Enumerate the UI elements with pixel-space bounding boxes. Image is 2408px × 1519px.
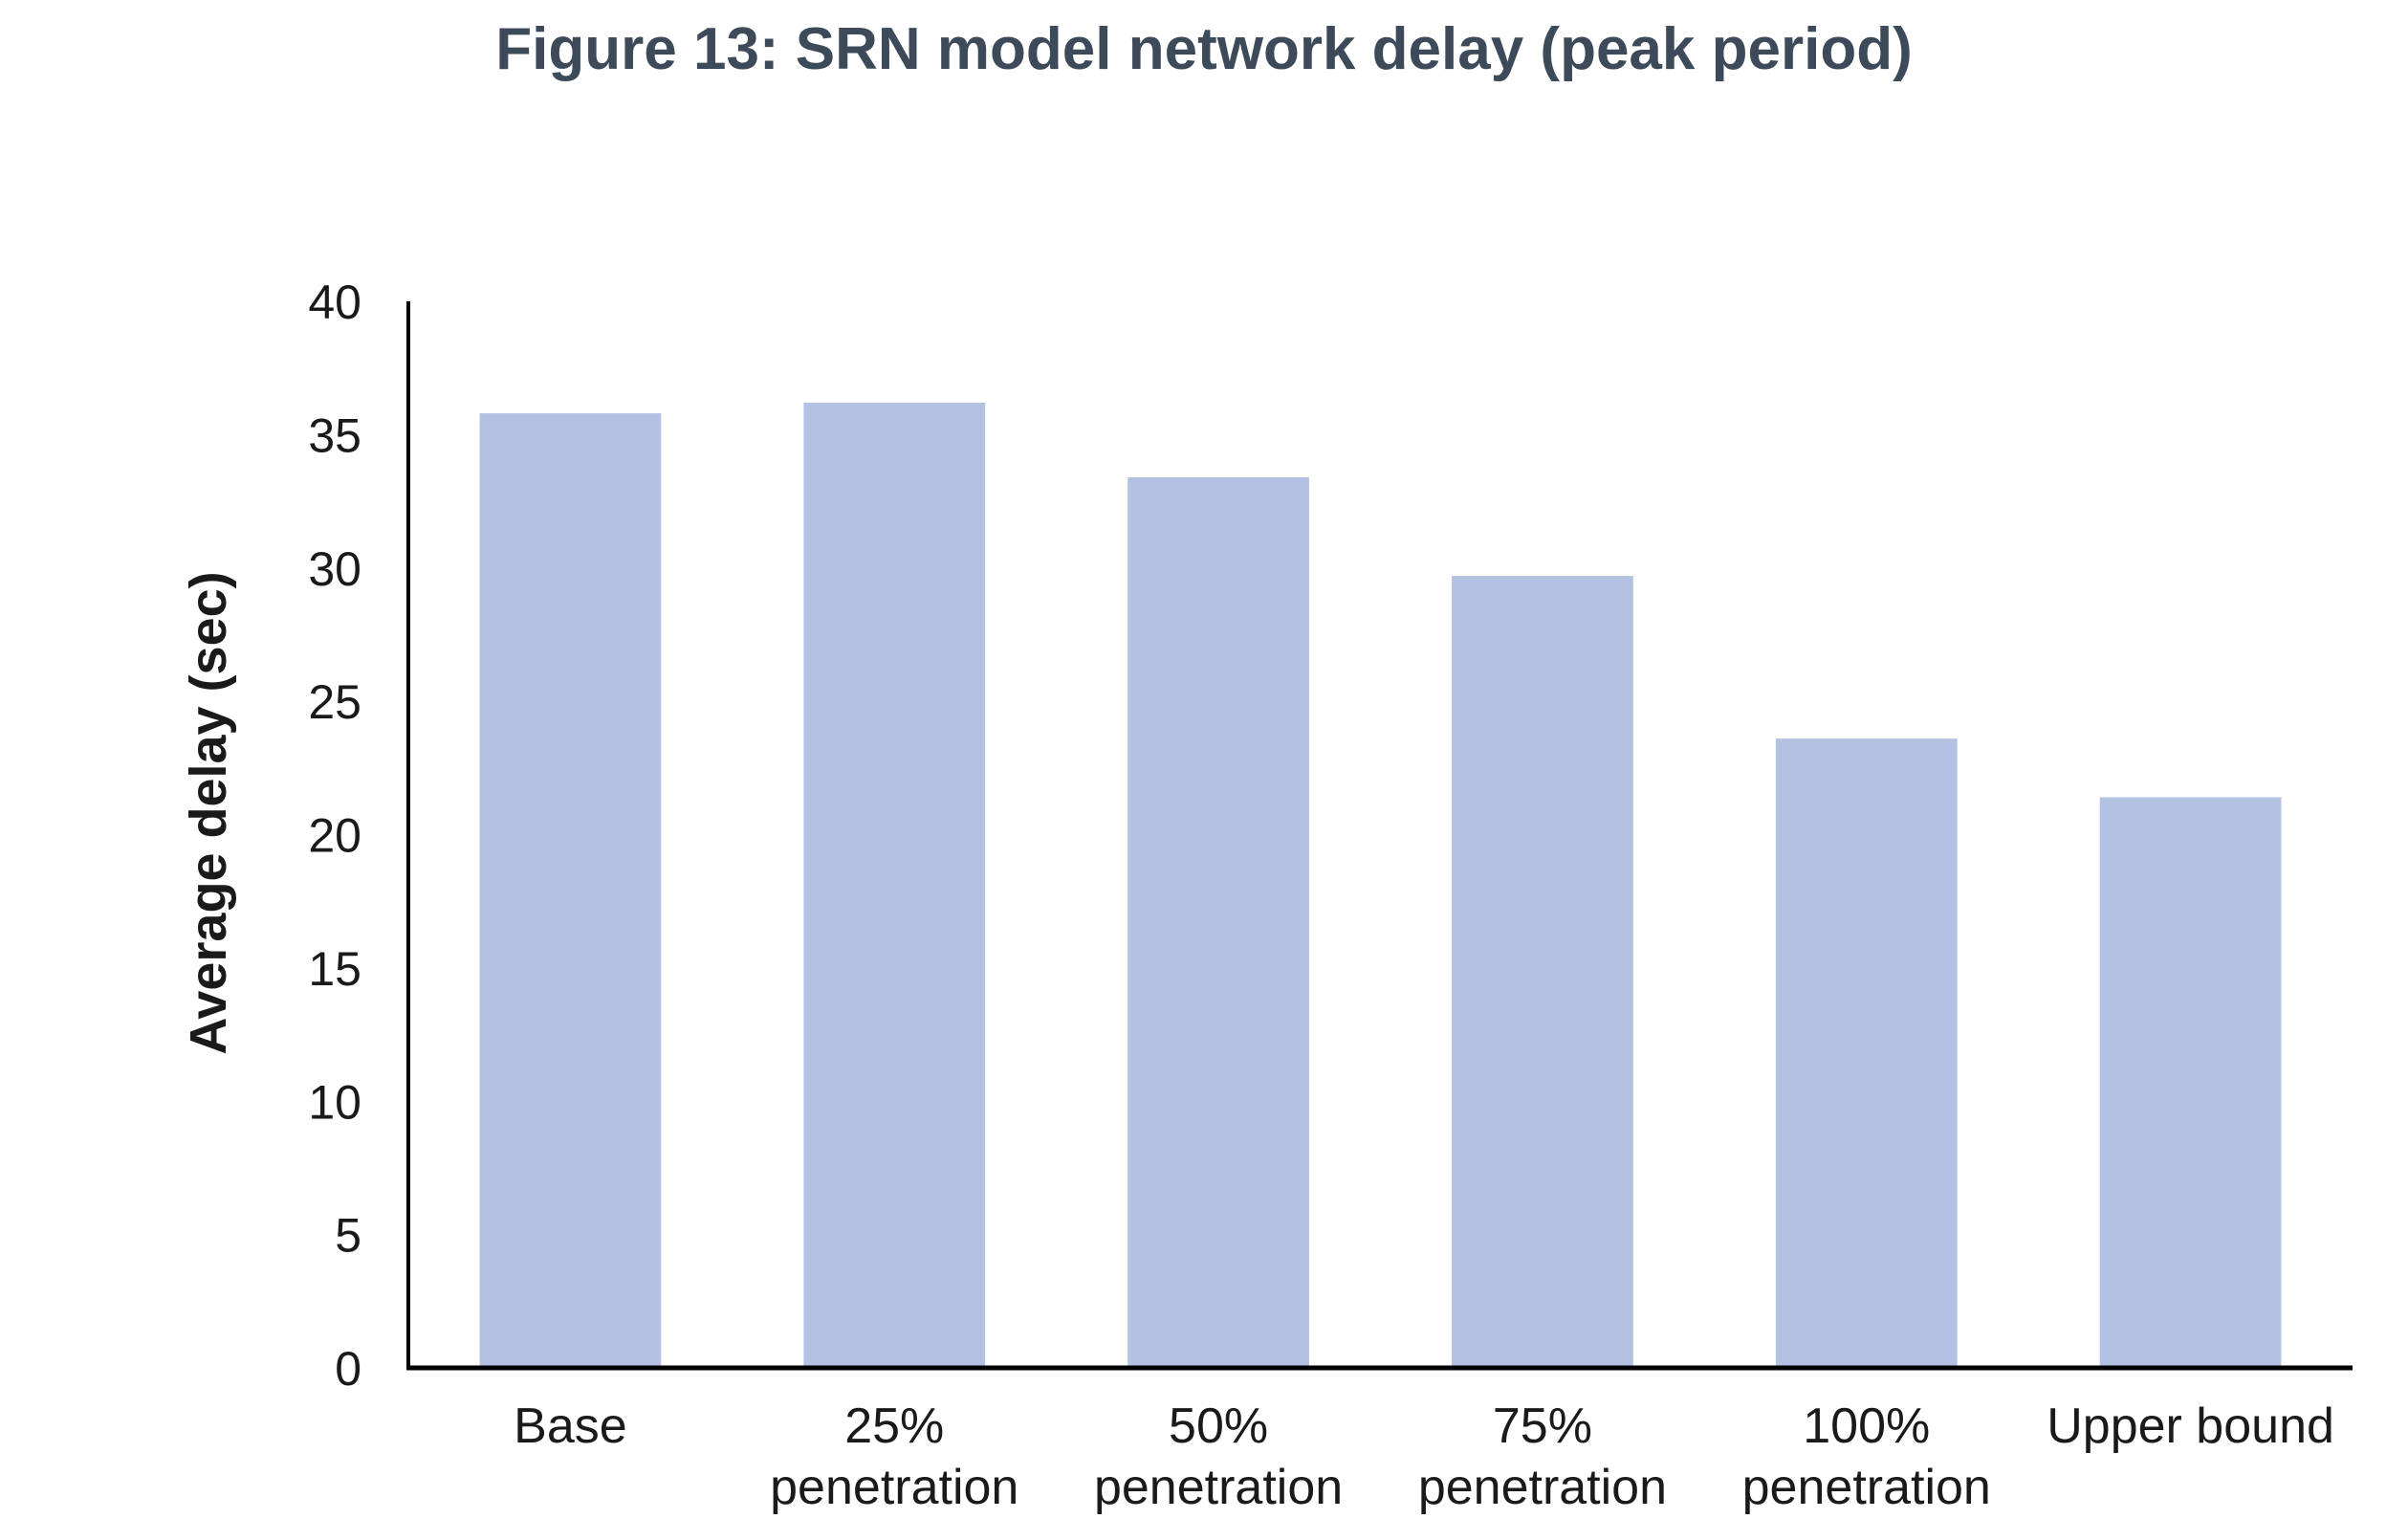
y-tick-label-7: 35 xyxy=(308,408,361,462)
x-tick-label-0: Base xyxy=(514,1398,627,1454)
y-tick-label-4: 20 xyxy=(308,809,361,863)
y-tick-label-0: 0 xyxy=(335,1342,361,1396)
y-tick-label-6: 30 xyxy=(308,542,361,596)
y-axis-title: Average delay (sec) xyxy=(180,571,237,1054)
bar-5 xyxy=(2099,797,2282,1368)
y-tick-label-8: 40 xyxy=(308,275,361,329)
y-tick-label-2: 10 xyxy=(308,1075,361,1129)
bar-0 xyxy=(479,413,662,1368)
bars-layer xyxy=(479,402,2282,1369)
bar-3 xyxy=(1452,576,1633,1368)
y-tick-label-1: 5 xyxy=(335,1209,361,1263)
y-tick-label-3: 15 xyxy=(308,942,361,996)
y-tick-label-5: 25 xyxy=(308,675,361,729)
x-tick-label-3: 75% penetration xyxy=(1418,1398,1667,1515)
x-tick-label-5: Upper bound xyxy=(2047,1398,2334,1454)
x-tick-label-2: 50% penetration xyxy=(1094,1398,1343,1515)
bar-4 xyxy=(1775,738,1958,1368)
chart-title: Figure 13: SRN model network delay (peak… xyxy=(495,16,1913,82)
bar-1 xyxy=(803,402,986,1368)
axes-layer xyxy=(406,301,2353,1371)
x-tick-label-4: 100% penetration xyxy=(1742,1398,1991,1515)
labels-layer: Base 25% penetration 50% penetration 75% penet… xyxy=(180,275,2334,1515)
bar-2 xyxy=(1127,476,1309,1369)
x-tick-label-1: 25% penetration xyxy=(770,1398,1018,1515)
